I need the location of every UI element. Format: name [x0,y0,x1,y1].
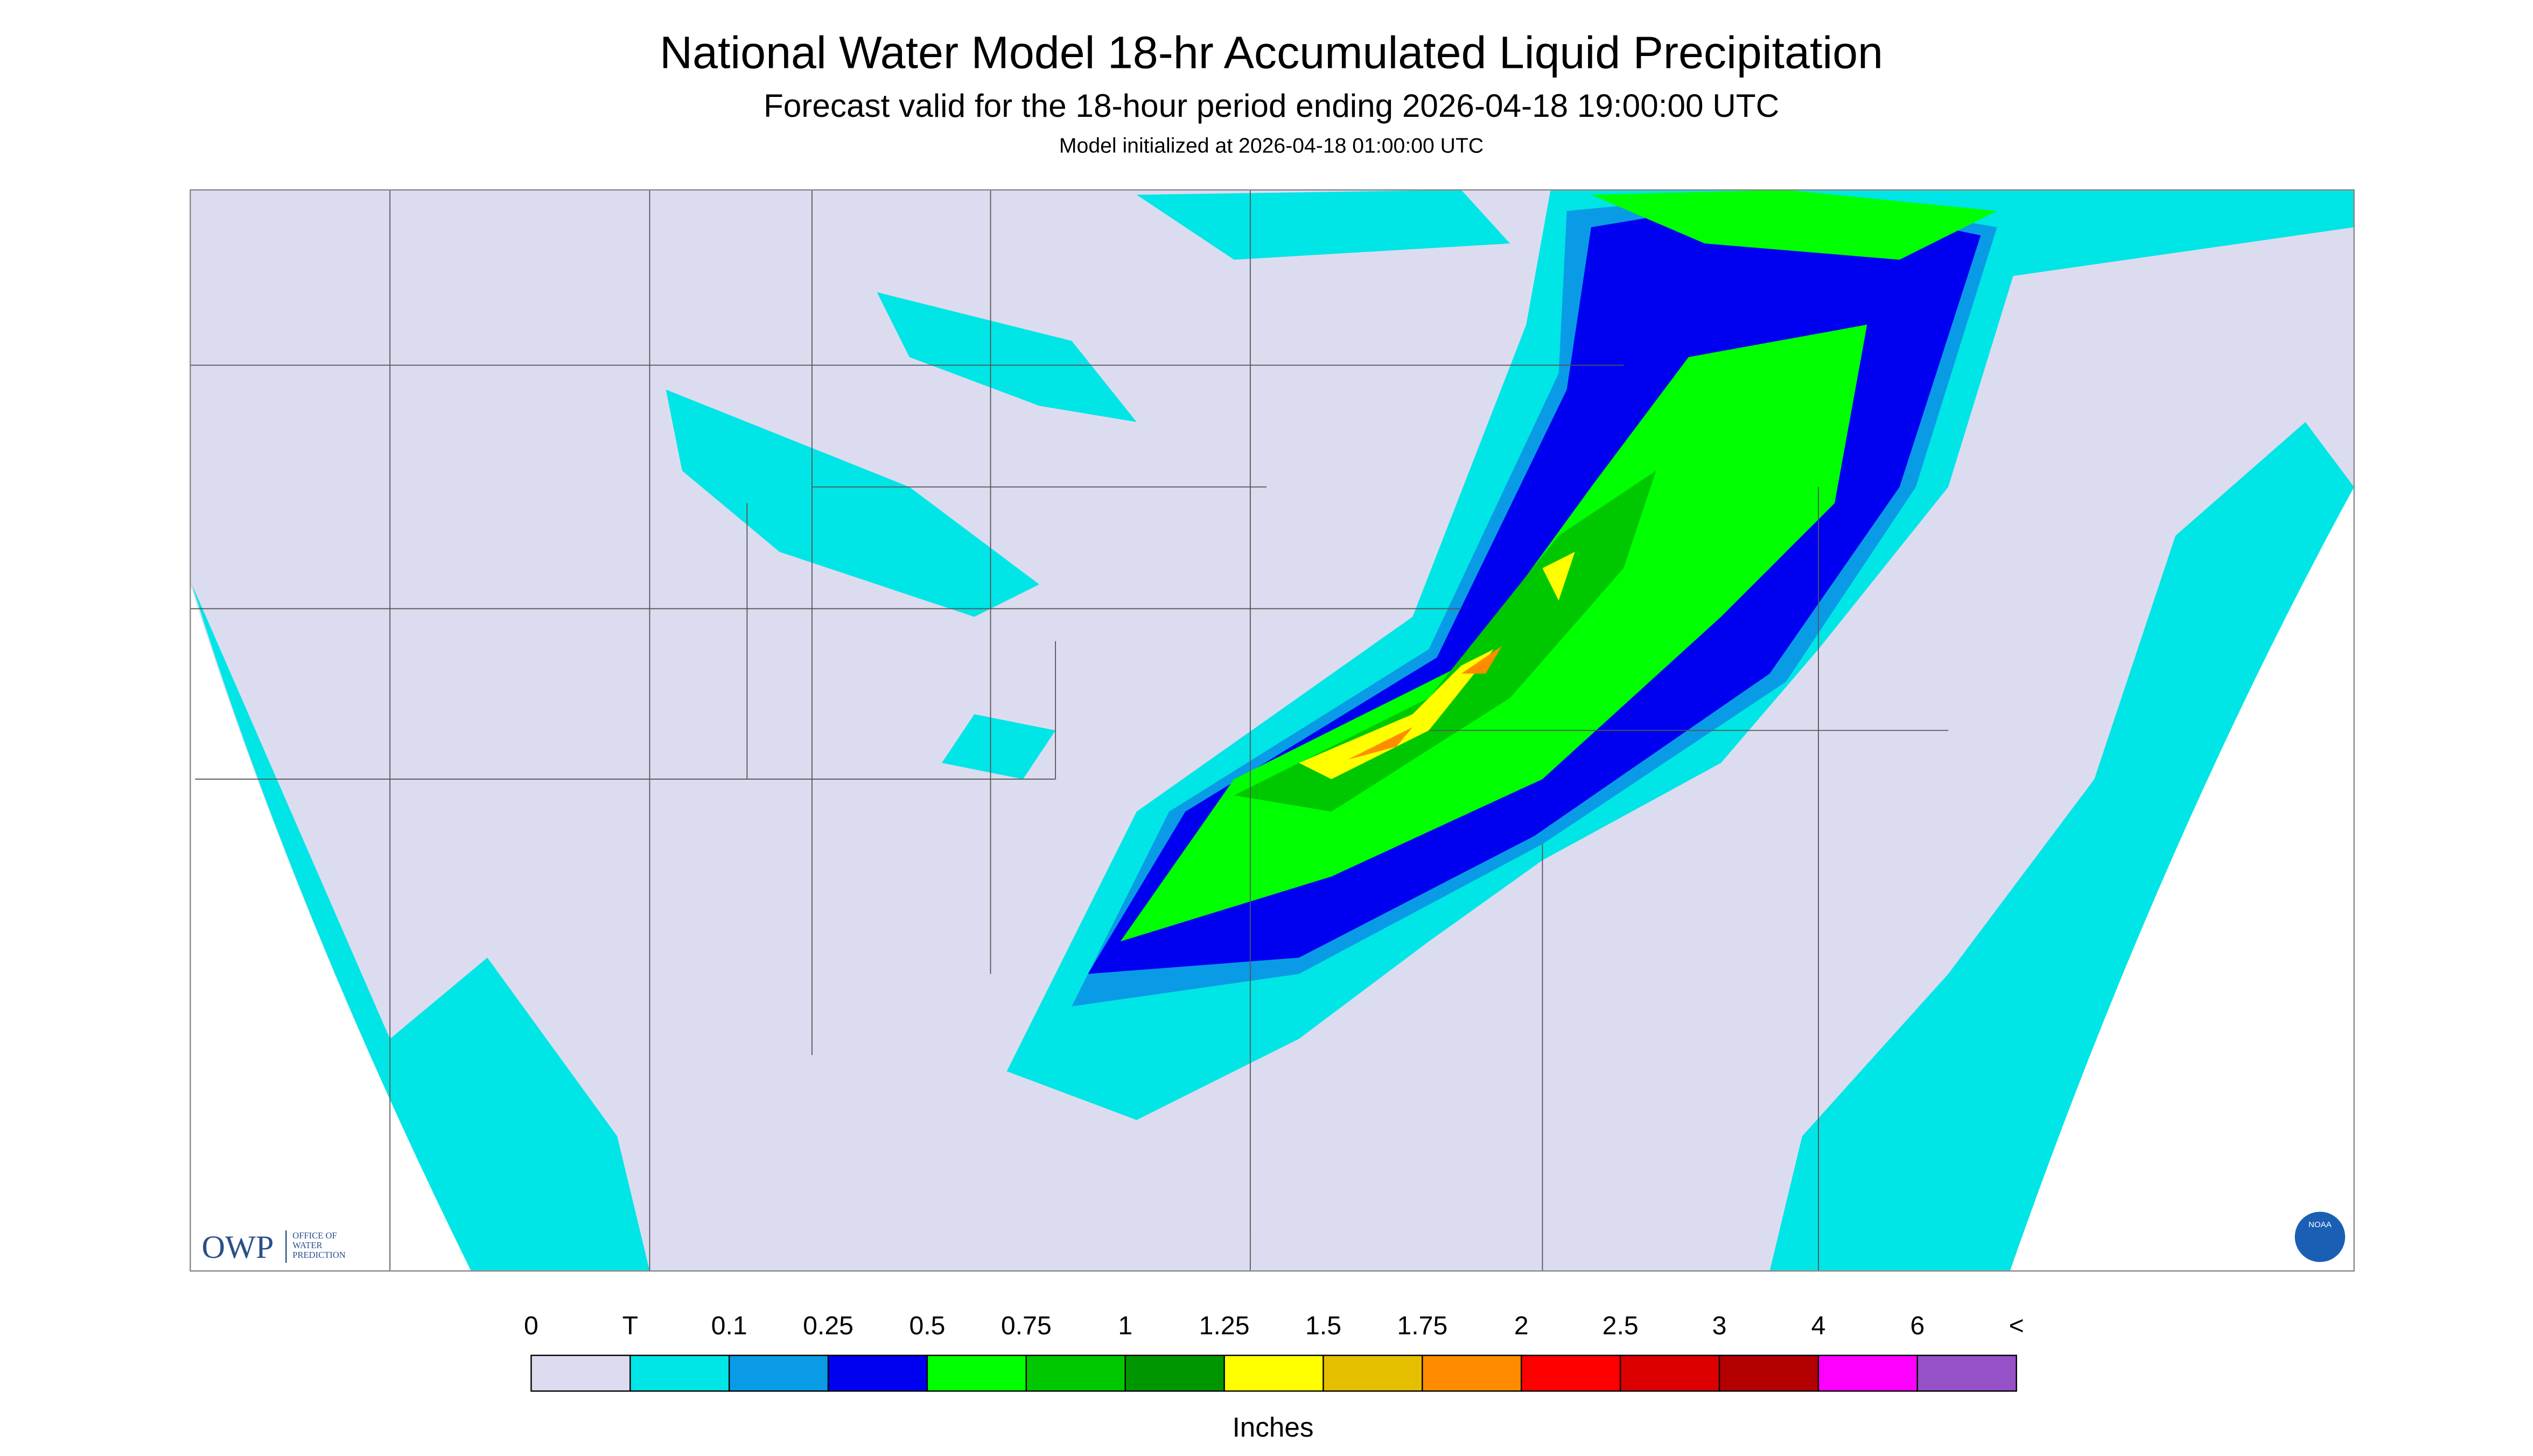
legend-label: 0.25 [803,1311,853,1340]
owp-text: WATER [292,1240,323,1250]
legend-label: 2.5 [1603,1311,1639,1340]
legend-label: 4 [1811,1311,1826,1340]
subtitle: Forecast valid for the 18-hour period en… [764,87,1779,124]
precip-cyan [192,584,650,1271]
owp-text: OFFICE OF [292,1230,337,1241]
legend-swatch [1323,1354,1423,1392]
legend: Inches 0 T 0.1 0.25 0.5 0.75 1 1.25 1.5 1.75 2 2.5 3… [524,1311,2024,1443]
legend-label: 1.75 [1397,1311,1447,1340]
legend-swatch [629,1354,730,1392]
legend-swatch [926,1354,1027,1392]
precip-yellow [1299,551,1575,779]
precip-orange [1347,646,1502,760]
legend-swatch [1916,1354,2017,1392]
legend-label: 1.25 [1199,1311,1250,1340]
legend-swatch [1422,1354,1522,1392]
legend-swatch [1817,1354,1919,1392]
legend-label: 1 [1118,1311,1132,1340]
owp-text: PREDICTION [292,1250,345,1260]
init-time: Model initialized at 2026-04-18 01:00:00… [1059,134,1484,157]
noaa-text: NOAA [2308,1220,2332,1229]
legend-label: 3 [1712,1311,1727,1340]
map: OWP OFFICE OF WATER PREDICTION NOAA [190,189,2355,1272]
legend-label: 0.75 [1001,1311,1052,1340]
legend-swatch [827,1354,928,1392]
legend-swatch [1124,1354,1225,1392]
legend-label: 0 [524,1311,538,1340]
precip-cyan [666,190,1510,779]
map-frame [190,189,2355,1272]
owp-logo: OWP [201,1229,274,1265]
legend-label: 0.1 [711,1311,747,1340]
noaa-logo [2293,1210,2347,1264]
legend-label: 6 [1910,1311,1925,1340]
title: National Water Model 18-hr Accumulated L… [660,27,1883,78]
state-lines [190,190,1949,1271]
legend-label: 0.5 [909,1311,945,1340]
legend-swatch [1619,1354,1720,1392]
legend-swatch [728,1354,829,1392]
legend-label: T [622,1311,638,1340]
legend-swatch [1521,1354,1621,1392]
legend-swatch [1223,1354,1324,1392]
legend-swatch [1718,1354,1820,1392]
precip-cyan [1769,422,2354,1271]
legend-swatch [530,1354,631,1392]
legend-unit: Inches [1233,1412,1314,1443]
legend-label: 1.5 [1305,1311,1341,1340]
precip-mid-green [1234,471,1656,812]
legend-label: 2 [1514,1311,1529,1340]
legend-label: < [2009,1311,2024,1340]
legend-swatch [1025,1354,1126,1392]
